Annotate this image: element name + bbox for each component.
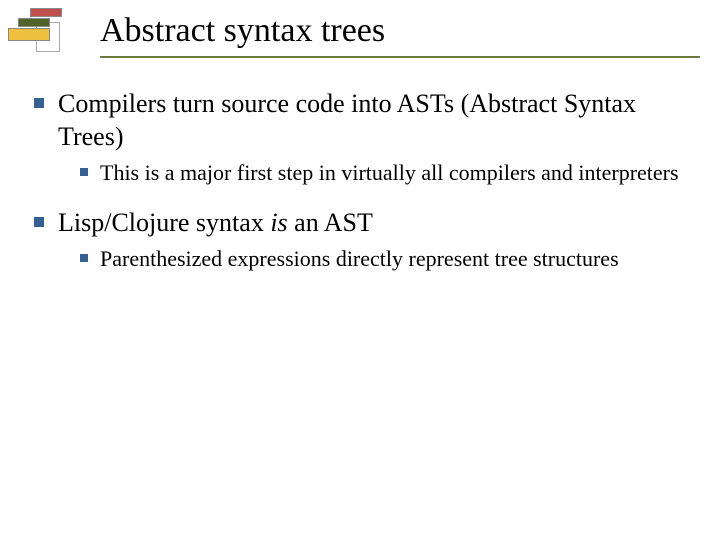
bullet-level2: Parenthesized expressions directly repre… bbox=[80, 245, 690, 273]
text-part: an AST bbox=[288, 208, 373, 237]
bullet-text: Compilers turn source code into ASTs (Ab… bbox=[58, 88, 690, 153]
text-part-italic: is bbox=[270, 208, 287, 237]
bullet-text: Parenthesized expressions directly repre… bbox=[100, 245, 619, 273]
square-bullet-icon bbox=[34, 217, 44, 227]
content-area: Compilers turn source code into ASTs (Ab… bbox=[34, 88, 690, 283]
bullet-level1: Lisp/Clojure syntax is an AST bbox=[34, 207, 690, 240]
square-bullet-icon bbox=[80, 254, 88, 262]
slide-title: Abstract syntax trees bbox=[100, 12, 700, 56]
bullet-text: This is a major first step in virtually … bbox=[100, 159, 679, 187]
bullet-level1: Compilers turn source code into ASTs (Ab… bbox=[34, 88, 690, 153]
text-part: Lisp/Clojure syntax bbox=[58, 208, 270, 237]
square-bullet-icon bbox=[34, 98, 44, 108]
title-area: Abstract syntax trees bbox=[100, 12, 700, 58]
corner-decoration bbox=[8, 8, 78, 58]
bullet-text: Lisp/Clojure syntax is an AST bbox=[58, 207, 373, 240]
bullet-level2: This is a major first step in virtually … bbox=[80, 159, 690, 187]
square-bullet-icon bbox=[80, 168, 88, 176]
title-underline bbox=[100, 56, 700, 58]
